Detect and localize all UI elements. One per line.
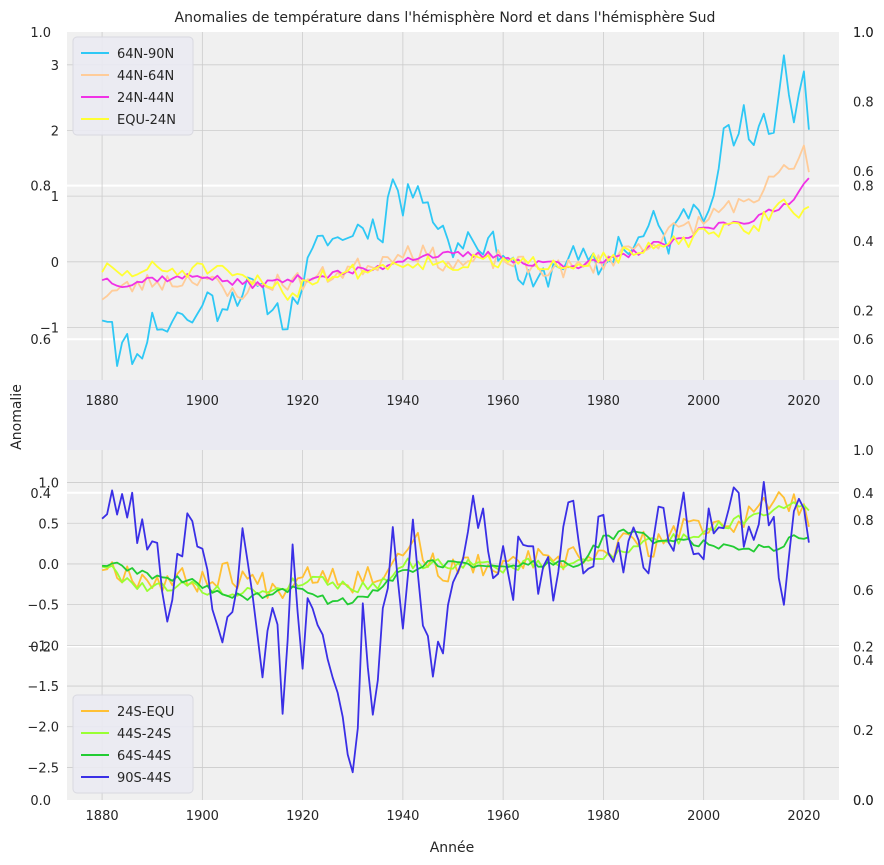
series-line-64S-44S (102, 528, 810, 606)
outer-right-tick-label: 0.0 (853, 794, 874, 809)
x-axis-label: Année (430, 840, 475, 856)
right-tick-label: 0.2 (853, 304, 874, 319)
right-tick-label: 0.2 (853, 724, 874, 739)
x-tick-label: 2000 (687, 394, 720, 409)
y-tick-label: 2 (51, 124, 59, 139)
chart-title: Anomalies de température dans l'hémisphè… (175, 10, 716, 26)
y-axis-label: Anomalie (9, 384, 25, 450)
series-group (101, 54, 810, 367)
y-tick-label: 0.5 (38, 517, 59, 532)
x-tick-label: 1900 (186, 394, 219, 409)
outer-right-tick-label: 0.6 (853, 333, 874, 348)
legend-north: 64N-90N 44N-64N 24N-44N EQU-24N (72, 36, 194, 136)
series-line-90S-44S (101, 481, 810, 774)
legend-entry-EQU-24N: EQU-24N (117, 113, 176, 128)
right-tick-label: 0.0 (853, 374, 874, 389)
x-tick-label: 1940 (386, 394, 419, 409)
legend-entry-90S-44S: 90S-44S (117, 771, 171, 786)
legend-entry-64N-90N: 64N-90N (117, 47, 174, 62)
outer-right-tick-label: 0.2 (853, 640, 874, 655)
outer-left-tick-label: 0.8 (30, 180, 51, 195)
x-tick-label: 1940 (386, 809, 419, 824)
outer-left-tick-label: 0.6 (30, 333, 51, 348)
x-tick-label: 1980 (587, 809, 620, 824)
panel-north: 1880 1900 1920 1940 1960 1980 2000 2020 −1 0 1 2 3 0.… (40, 26, 874, 409)
y-tick-label: −1 (40, 321, 59, 336)
y-tick-label: −2.5 (27, 761, 59, 776)
x-tick-label: 1900 (186, 809, 219, 824)
panel-south: 1880 1900 1920 1940 1960 1980 2000 2020 −2.5 −2.0… (27, 444, 873, 824)
x-tick-label: 1880 (86, 394, 119, 409)
y-tick-label: 1 (51, 190, 59, 205)
y-tick-label: −2.0 (27, 721, 59, 736)
series-line-EQU-24N (101, 198, 810, 301)
y-tick-label: 0.0 (38, 558, 59, 573)
outer-left-tick-label: 0.4 (30, 487, 51, 502)
right-tick-label: 0.4 (853, 654, 874, 669)
y-tick-label: 0 (51, 256, 59, 271)
y-tick-label: −1.5 (27, 680, 59, 695)
outer-right-tick-label: 1.0 (853, 26, 874, 41)
outer-right-tick-label: 0.8 (853, 180, 874, 195)
y-tick-label: 3 (51, 59, 59, 74)
x-tick-label: 2000 (687, 809, 720, 824)
right-tick-label: 0.4 (853, 235, 874, 250)
right-tick-label: 1.0 (853, 444, 874, 459)
x-tick-label: 1920 (286, 394, 319, 409)
x-tick-label: 2020 (787, 394, 820, 409)
x-tick-label: 1920 (286, 809, 319, 824)
right-tick-label: 0.6 (853, 584, 874, 599)
legend-entry-24N-44N: 24N-44N (117, 91, 174, 106)
outer-left-tick-label: 0.2 (30, 640, 51, 655)
legend-entry-44N-64N: 44N-64N (117, 69, 174, 84)
legend-entry-44S-24S: 44S-24S (117, 727, 171, 742)
series-group (101, 481, 810, 774)
series-line-44N-64N (101, 144, 810, 301)
legend-entry-64S-44S: 64S-44S (117, 749, 171, 764)
right-tick-label: 0.0 (853, 794, 874, 809)
y-tick-label: −0.5 (27, 599, 59, 614)
outer-left-tick-label: 1.0 (30, 26, 51, 41)
y-tick-label: 1.0 (38, 477, 59, 492)
panel-background (67, 450, 839, 800)
legend-box (72, 36, 194, 136)
y-tick-label: −1.0 (27, 639, 59, 654)
x-tick-label: 1980 (587, 394, 620, 409)
outer-right-tick-label: 0.4 (853, 487, 874, 502)
legend-box (72, 694, 194, 794)
x-tick-label: 1960 (487, 394, 520, 409)
legend-south: 24S-EQU 44S-24S 64S-44S 90S-44S (72, 694, 194, 794)
series-line-44S-24S (101, 501, 810, 598)
outer-left-tick-label: 0.0 (30, 794, 51, 809)
legend-entry-24S-EQU: 24S-EQU (117, 705, 174, 720)
right-tick-label: 0.8 (853, 96, 874, 111)
right-tick-label: 0.8 (853, 514, 874, 529)
x-tick-label: 1880 (86, 809, 119, 824)
series-line-64N-90N (101, 54, 810, 367)
right-tick-label: 1.0 (853, 26, 874, 41)
x-tick-label: 2020 (787, 809, 820, 824)
right-tick-label: 0.6 (853, 165, 874, 180)
series-line-24N-44N (101, 177, 810, 289)
x-tick-label: 1960 (487, 809, 520, 824)
